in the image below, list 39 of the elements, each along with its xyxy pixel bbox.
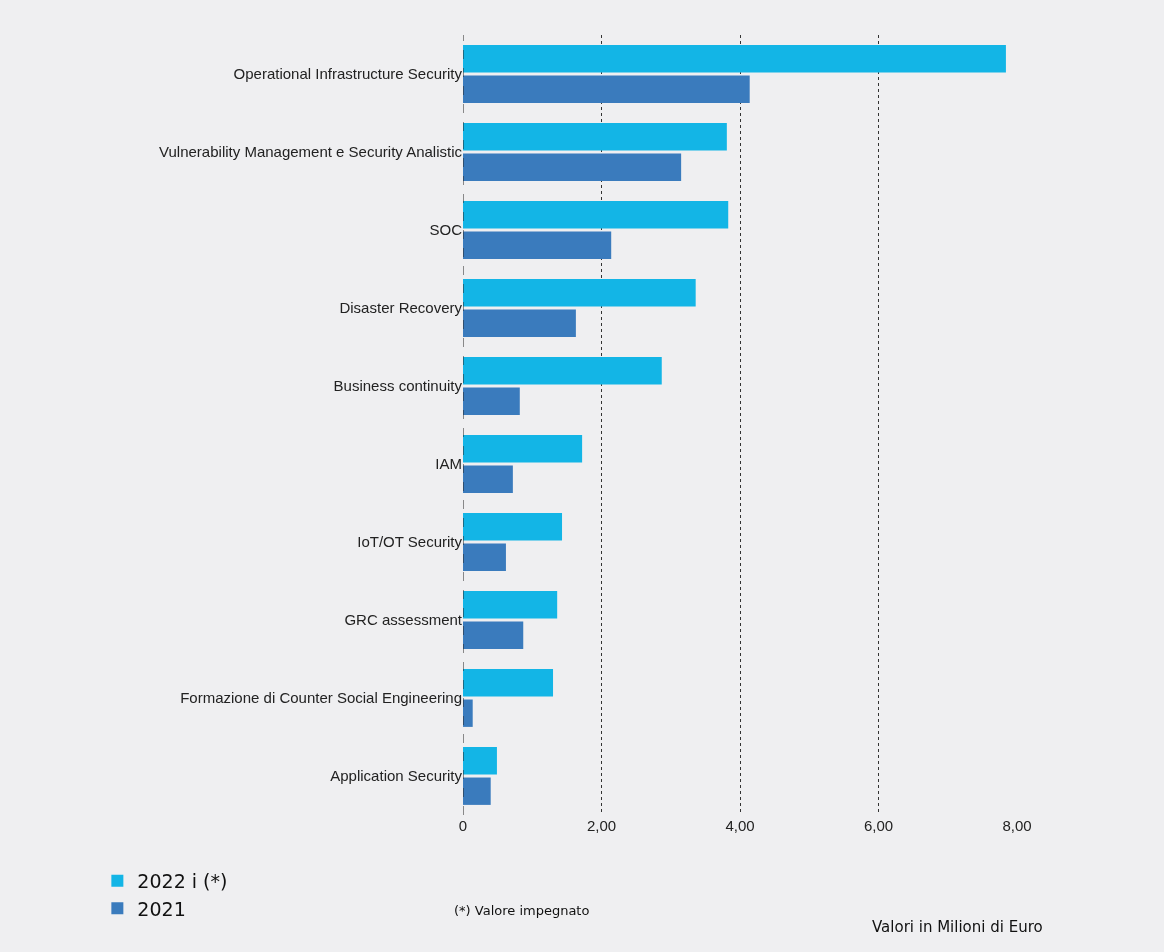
bar: [463, 123, 727, 151]
bar: [463, 45, 1006, 73]
y-tick-label: IoT/OT Security: [357, 533, 463, 551]
y-tick-label: Application Security: [330, 767, 463, 785]
bar: [463, 777, 491, 805]
y-tick-label: Disaster Recovery: [339, 299, 463, 317]
bar: [463, 747, 497, 775]
bar: [463, 201, 729, 229]
x-tick-label: 6,00: [863, 817, 894, 834]
bar: [463, 465, 513, 493]
x-tick-label: 2,00: [586, 817, 617, 834]
bar: [463, 669, 554, 697]
y-tick-label: Vulnerability Management e Security Analistic: [159, 143, 463, 161]
text: Valori in Milioni di Euro: [872, 918, 1043, 936]
legend-label: 2022 i (*): [137, 870, 228, 893]
bar: [463, 309, 576, 337]
bar: [463, 153, 682, 181]
y-tick-label: IAM: [435, 455, 462, 473]
y-tick-label: SOC: [429, 221, 463, 239]
bar: [463, 231, 612, 259]
y-tick-label: Operational Infrastructure Security: [233, 65, 463, 83]
bar: [463, 435, 583, 463]
bar: [463, 75, 750, 103]
legend-label: 2021: [137, 897, 186, 920]
bar: [463, 591, 558, 619]
x-tick-label: 8,00: [1002, 817, 1032, 834]
bar: [463, 279, 696, 307]
bar: [463, 387, 520, 415]
x-tick-label: 0: [458, 817, 468, 834]
bar: [463, 699, 473, 727]
bar: [463, 543, 506, 571]
x-tick-label: 4,00: [725, 817, 755, 834]
bar: [463, 621, 524, 649]
bar: [463, 513, 563, 541]
y-tick-label: GRC assessment: [344, 611, 463, 629]
text: (*) Valore impegnato: [454, 903, 590, 918]
bar: [463, 357, 662, 385]
y-tick-label: Formazione di Counter Social Engineering: [180, 689, 462, 707]
y-tick-label: Business continuity: [333, 377, 463, 395]
